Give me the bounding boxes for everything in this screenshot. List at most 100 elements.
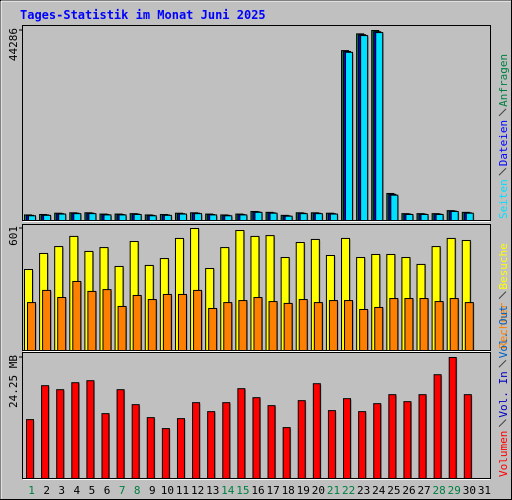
bar <box>41 385 50 479</box>
bar <box>254 211 263 221</box>
bar <box>327 410 336 479</box>
x-tick-label: 15 <box>236 484 249 497</box>
bar <box>464 302 474 351</box>
x-tick-label: 13 <box>206 484 219 497</box>
x-tick-label: 1 <box>28 484 35 497</box>
bar <box>389 298 399 351</box>
bar <box>72 280 82 351</box>
x-tick-label: 6 <box>104 484 111 497</box>
legend-separator <box>498 359 507 368</box>
x-tick-label: 14 <box>221 484 235 497</box>
bar <box>405 213 414 222</box>
bar <box>312 383 321 479</box>
bar <box>132 294 142 351</box>
bar <box>448 357 457 479</box>
bar <box>73 213 82 222</box>
chart-title: Tages-Statistik im Monat Juni 2025 <box>20 8 266 22</box>
bar <box>360 35 369 222</box>
bar <box>253 297 263 352</box>
x-tick-label: 20 <box>312 484 325 497</box>
bar <box>42 289 52 352</box>
x-tick-label: 26 <box>402 484 415 497</box>
bar <box>71 382 80 479</box>
x-tick-label: 23 <box>357 484 370 497</box>
bar <box>58 213 67 222</box>
x-tick-label: 3 <box>58 484 65 497</box>
bar <box>282 427 291 480</box>
bar <box>252 397 261 480</box>
bar <box>390 194 399 221</box>
x-tick-label: 11 <box>176 484 189 497</box>
legend-entry: Seiten <box>497 179 510 219</box>
bar <box>298 299 308 351</box>
x-tick-label: 17 <box>266 484 279 497</box>
bar <box>463 394 472 479</box>
bar <box>420 213 429 222</box>
x-tick-label: 12 <box>191 484 204 497</box>
bar <box>88 213 97 222</box>
bar <box>162 293 172 352</box>
bar <box>117 305 127 351</box>
legend-separator <box>498 291 507 299</box>
x-tick-label: 4 <box>74 484 81 497</box>
bar <box>101 413 110 480</box>
y-tick-label: 601 <box>7 226 20 246</box>
x-tick-label: 19 <box>297 484 310 497</box>
x-tick-label: 10 <box>161 484 174 497</box>
x-tick-label: 27 <box>417 484 430 497</box>
bar <box>388 394 397 479</box>
legend-separator <box>498 167 507 176</box>
bar <box>238 300 248 352</box>
x-tick-label: 18 <box>282 484 295 497</box>
bar <box>314 213 323 222</box>
bar <box>176 418 185 480</box>
bar <box>131 404 140 480</box>
x-tick-label: 28 <box>433 484 446 497</box>
bar <box>403 401 412 479</box>
bar <box>373 403 382 479</box>
legend-entry: Vol. In <box>497 371 510 417</box>
x-tick-label: 9 <box>149 484 156 497</box>
bar <box>193 289 203 352</box>
x-tick-label: 5 <box>89 484 96 497</box>
bar <box>269 212 278 221</box>
bar <box>178 213 187 222</box>
bar <box>329 213 338 222</box>
bar <box>223 302 233 351</box>
x-tick-label: 22 <box>342 484 355 497</box>
bar <box>374 306 384 351</box>
bar <box>146 417 155 479</box>
bar <box>435 213 444 222</box>
x-tick-label: 7 <box>119 484 126 497</box>
x-tick-label: 16 <box>251 484 264 497</box>
legend-entry: Besuche <box>497 243 510 289</box>
y-tick-label: 24.25 MB <box>7 355 20 408</box>
bar <box>147 299 157 351</box>
bar <box>313 302 323 351</box>
x-tick-label: 2 <box>43 484 50 497</box>
legend-separator <box>498 108 507 117</box>
bar <box>163 214 172 221</box>
x-tick-label: 21 <box>327 484 340 497</box>
bar <box>207 411 216 480</box>
bar <box>224 215 233 221</box>
bar <box>133 213 142 222</box>
bar <box>161 428 170 479</box>
bar <box>102 289 112 352</box>
legend-entry: Dateien <box>497 120 510 166</box>
bar <box>177 293 187 352</box>
x-tick-label: 29 <box>448 484 461 497</box>
bar <box>450 210 459 222</box>
bar <box>116 389 125 479</box>
bar <box>297 400 306 479</box>
bar <box>284 215 293 221</box>
panel <box>22 25 491 221</box>
bar <box>328 300 338 352</box>
bar <box>434 301 444 352</box>
bar <box>103 214 112 222</box>
bar <box>283 302 293 351</box>
bar <box>268 301 278 352</box>
bar <box>209 214 218 222</box>
bar <box>27 302 36 351</box>
